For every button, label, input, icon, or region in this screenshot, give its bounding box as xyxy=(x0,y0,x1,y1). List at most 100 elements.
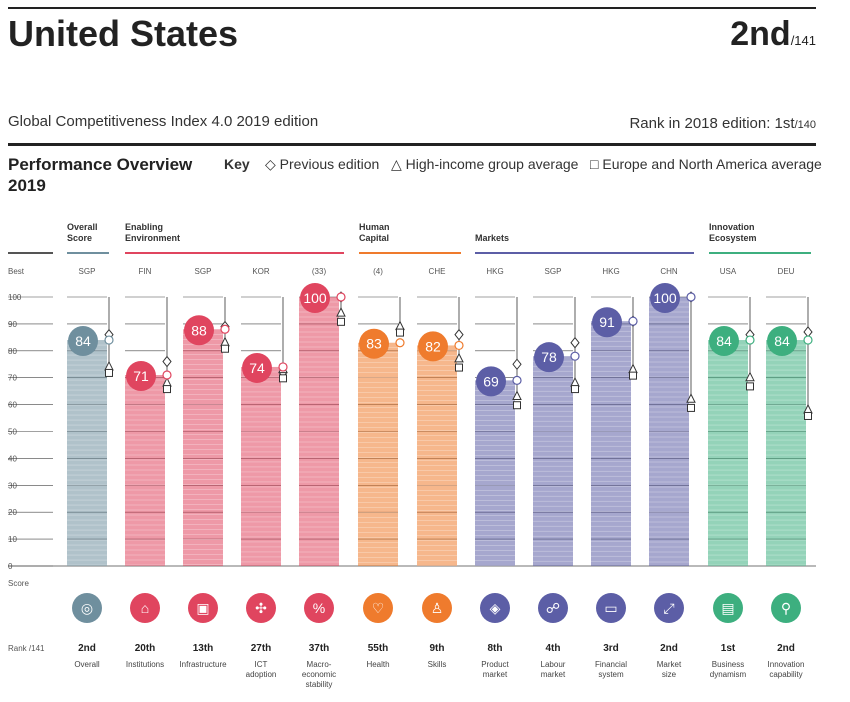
triangle-icon: △ xyxy=(391,156,402,172)
current-score-marker xyxy=(454,340,464,351)
y-tick-label: 90 xyxy=(8,320,17,329)
europe-average-marker xyxy=(513,401,521,410)
performance-title: Performance Overview 2019 xyxy=(8,154,192,196)
y-tick-label: 100 xyxy=(8,293,22,302)
y-tick-label: 30 xyxy=(8,481,17,490)
current-score-marker xyxy=(512,375,522,385)
europe-average-marker xyxy=(629,371,637,380)
europe-average-marker xyxy=(221,344,229,353)
group-human-line2: Capital xyxy=(359,233,390,243)
group-markets-rule xyxy=(475,252,694,254)
previous-rank-label: Rank in 2018 edition: 1st xyxy=(629,115,795,132)
score-bar xyxy=(183,329,223,566)
europe-average-marker xyxy=(804,411,812,420)
score-value-label: 82 xyxy=(425,338,441,354)
current-score-marker xyxy=(570,351,580,361)
score-bar xyxy=(417,345,457,566)
score-bubble xyxy=(767,326,797,357)
diamond-icon: ◇ xyxy=(265,156,276,172)
previous-edition-marker xyxy=(570,336,580,349)
group-markets: Markets xyxy=(475,233,509,244)
score-value-label: 74 xyxy=(249,360,265,376)
y-tick-label: 60 xyxy=(8,401,17,410)
score-bar xyxy=(475,380,515,566)
y-tick-label: 10 xyxy=(8,535,17,544)
group-innovation-rule xyxy=(709,252,811,254)
performance-title-line1: Performance Overview xyxy=(8,155,193,174)
group-innovation-line2: Ecosystem xyxy=(709,233,757,243)
europe-average-marker xyxy=(163,385,171,394)
score-bar xyxy=(125,375,165,566)
score-bubble xyxy=(68,326,98,357)
high-income-marker xyxy=(336,307,346,317)
score-label: Score xyxy=(8,579,29,588)
group-enabling-line1: Enabling xyxy=(125,222,163,232)
current-score-marker xyxy=(278,362,288,372)
y-tick-label: 70 xyxy=(8,374,17,383)
score-bubble xyxy=(184,315,214,346)
rank-row-label: Rank /141 xyxy=(8,644,45,653)
current-score-marker xyxy=(395,338,405,348)
high-income-marker xyxy=(454,352,464,363)
score-bubble xyxy=(592,307,622,338)
high-income-marker xyxy=(686,393,696,403)
overall-rank-value: 2nd xyxy=(730,15,791,53)
high-income-marker xyxy=(745,371,755,382)
score-bar xyxy=(766,340,806,566)
key: Key xyxy=(224,156,250,172)
current-score-marker xyxy=(220,324,230,334)
score-bubble xyxy=(300,283,330,313)
y-tick-label: 50 xyxy=(8,428,17,437)
current-score-marker xyxy=(336,292,346,302)
section-rule xyxy=(8,143,816,146)
current-score-marker xyxy=(686,292,696,302)
score-value-label: 91 xyxy=(599,314,615,330)
score-bar xyxy=(708,340,748,566)
score-bubble xyxy=(242,352,272,383)
current-score-marker xyxy=(803,335,813,345)
europe-average-marker xyxy=(337,317,345,326)
current-score-marker xyxy=(162,370,172,380)
best-label: Best xyxy=(8,267,25,276)
score-value-label: 100 xyxy=(303,290,327,306)
score-value-label: 88 xyxy=(191,322,207,338)
europe-average-marker xyxy=(396,328,404,337)
score-bubble xyxy=(418,331,448,362)
score-value-label: 84 xyxy=(75,333,91,349)
key-europe-label: Europe and North America average xyxy=(602,156,822,172)
overall-rank-of: /141 xyxy=(790,33,816,48)
high-income-marker xyxy=(395,320,405,331)
score-value-label: 100 xyxy=(653,290,677,306)
score-value-label: 69 xyxy=(483,373,499,389)
score-value-label: 78 xyxy=(541,349,557,365)
score-bubble xyxy=(534,342,564,373)
group-enabling-line2: Environment xyxy=(125,233,181,243)
score-bubble xyxy=(709,326,739,357)
group-innovation-line1: Innovation xyxy=(709,222,755,232)
current-score-marker xyxy=(745,335,755,345)
group-human: Human Capital xyxy=(359,222,390,244)
score-bar xyxy=(591,321,631,566)
group-overall-line2: Score xyxy=(67,233,93,243)
top-rule xyxy=(8,7,816,9)
group-overall: Overall Score xyxy=(67,222,98,244)
score-bar xyxy=(299,297,339,566)
group-overall-rule xyxy=(67,252,109,254)
score-value-label: 83 xyxy=(366,336,382,352)
y-tick-label: 0 xyxy=(8,562,13,571)
score-bar xyxy=(241,366,281,566)
europe-average-marker xyxy=(571,385,579,394)
y-tick-label: 80 xyxy=(8,347,17,356)
europe-average-marker xyxy=(279,374,287,383)
previous-edition-marker xyxy=(454,328,464,341)
group-overall-line1: Overall xyxy=(67,222,98,232)
key-high-income-label: High-income group average xyxy=(405,156,579,172)
score-bar xyxy=(67,340,107,566)
previous-edition-marker xyxy=(162,355,172,368)
high-income-marker xyxy=(512,390,522,401)
key-label: Key xyxy=(224,156,250,172)
europe-average-marker xyxy=(687,403,695,412)
y-tick-label: 20 xyxy=(8,508,17,517)
score-bubble xyxy=(359,328,389,359)
